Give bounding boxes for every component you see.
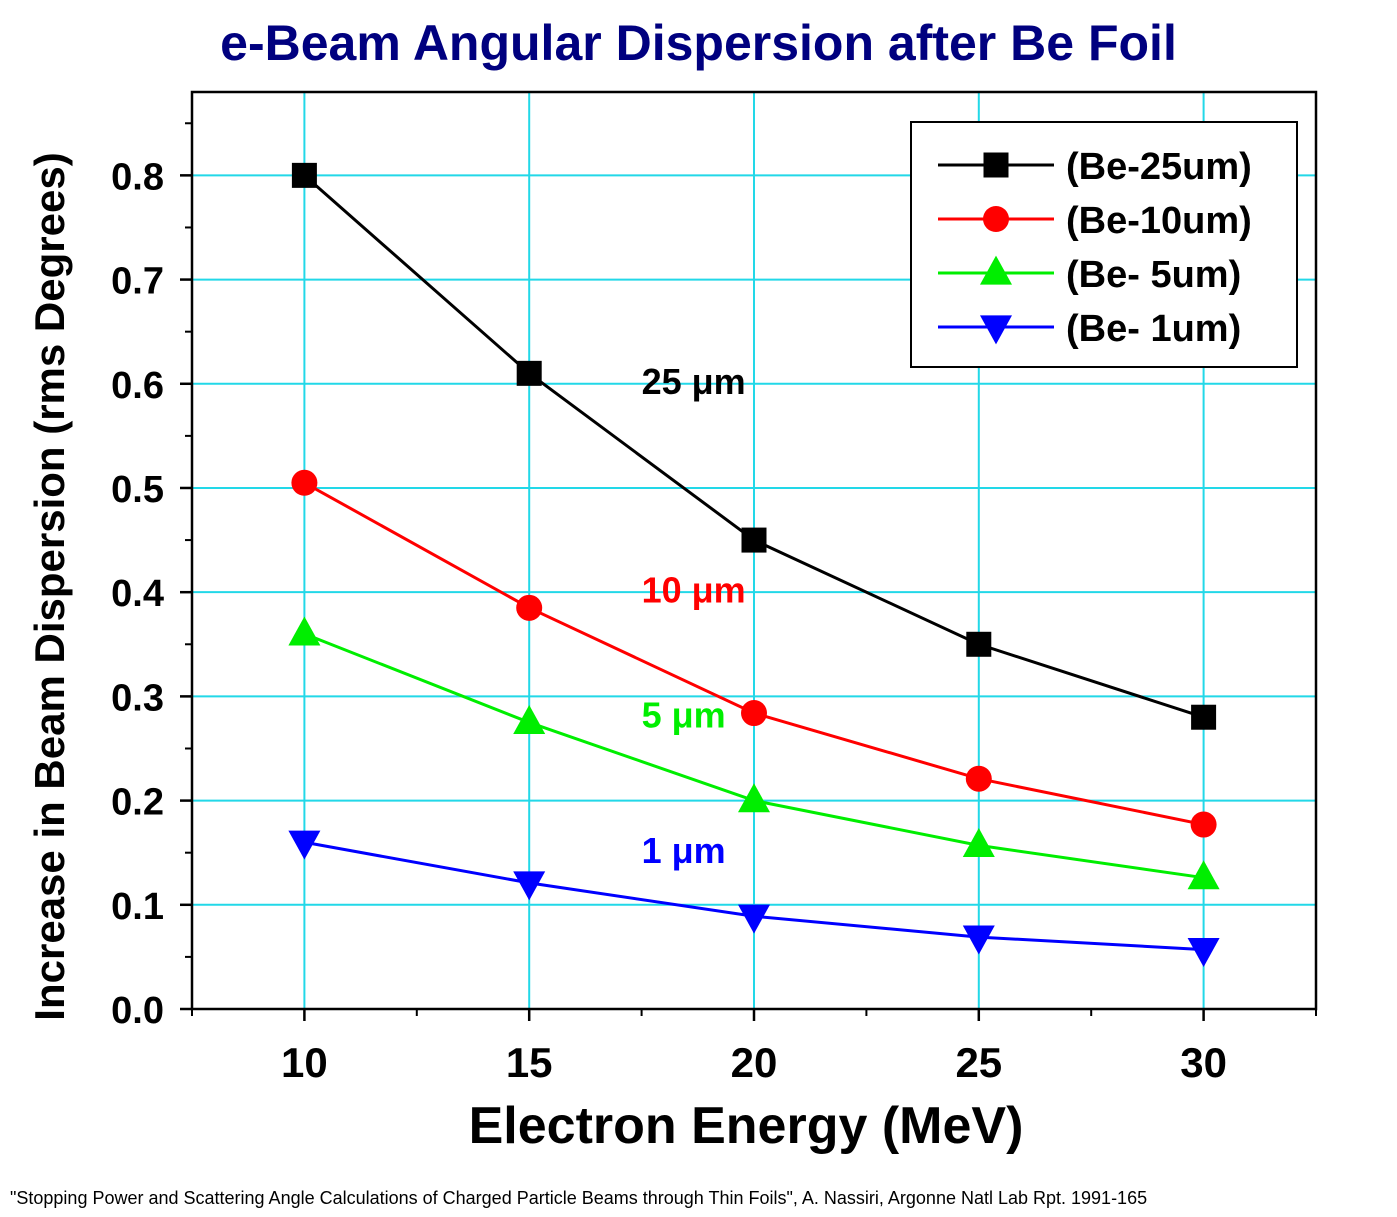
data-point: [1191, 704, 1217, 730]
legend: (Be-25um) (Be-10um) (Be- 5um) (Be- 1um): [910, 121, 1298, 368]
data-point: [513, 705, 546, 735]
y-tick-label: 0.5: [111, 469, 164, 511]
chart-title: e-Beam Angular Dispersion after Be Foil: [220, 15, 1177, 71]
y-axis-label: Increase in Beam Dispersion (rms Degrees…: [26, 152, 73, 1020]
data-point: [738, 783, 770, 813]
series-3: [288, 830, 1220, 968]
series-2: [288, 616, 1220, 890]
x-tick-label: 30: [1180, 1039, 1227, 1086]
series-0: [291, 162, 1217, 730]
data-point: [291, 162, 317, 188]
series-annotation: 1 μm: [642, 830, 726, 871]
data-point: [1187, 860, 1220, 890]
x-tick-label: 20: [731, 1039, 778, 1086]
data-point: [965, 765, 992, 792]
y-tick-label: 0.2: [111, 782, 164, 824]
legend-marker: [983, 152, 1009, 178]
y-tick-label: 0.6: [111, 365, 164, 407]
legend-marker: [980, 255, 1012, 285]
data-point: [966, 631, 992, 657]
series-annotation: 25 μm: [642, 361, 746, 402]
data-point: [516, 360, 542, 386]
data-point: [741, 527, 767, 553]
series-lines: [288, 162, 1220, 968]
data-point: [1190, 811, 1217, 838]
data-point: [288, 830, 321, 860]
data-point: [291, 469, 318, 496]
legend-marker: [980, 315, 1012, 345]
x-tick-label: 15: [506, 1039, 553, 1086]
data-point: [962, 925, 995, 955]
data-point: [1187, 938, 1220, 968]
series-annotation: 10 μm: [642, 570, 746, 611]
data-point: [513, 871, 546, 901]
data-point: [741, 700, 767, 727]
citation-footnote: "Stopping Power and Scattering Angle Cal…: [10, 1188, 1148, 1208]
y-tick-label: 0.3: [111, 677, 164, 719]
x-tick-label: 10: [281, 1039, 328, 1086]
y-tick-label: 0.1: [111, 886, 164, 928]
data-point: [516, 594, 543, 621]
series-annotation: 5 μm: [642, 695, 726, 736]
y-tick-label: 0.7: [111, 261, 164, 303]
x-tick-label: 25: [955, 1039, 1002, 1086]
series-1: [291, 469, 1217, 838]
legend-label: (Be- 1um): [1066, 308, 1241, 350]
y-tick-label: 0.8: [111, 156, 164, 198]
legend-label: (Be-25um): [1066, 146, 1252, 188]
y-tick-label: 0.0: [111, 990, 164, 1032]
legend-label: (Be- 5um): [1066, 254, 1241, 296]
data-point: [288, 616, 321, 646]
data-point: [738, 904, 770, 934]
data-point: [962, 827, 995, 857]
axes: 10 15 20 25 30 0.0 0.1 0.2 0.3 0.4 0.5 0.6 0.7 0.8 Ele…: [26, 122, 1317, 1155]
y-tick-label: 0.4: [111, 573, 164, 615]
annotations: 25 μm 10 μm 5 μm 1 μm: [642, 361, 746, 871]
legend-marker: [983, 206, 1009, 232]
legend-label: (Be-10um): [1066, 200, 1252, 242]
x-axis-label: Electron Energy (MeV): [469, 1097, 1024, 1155]
